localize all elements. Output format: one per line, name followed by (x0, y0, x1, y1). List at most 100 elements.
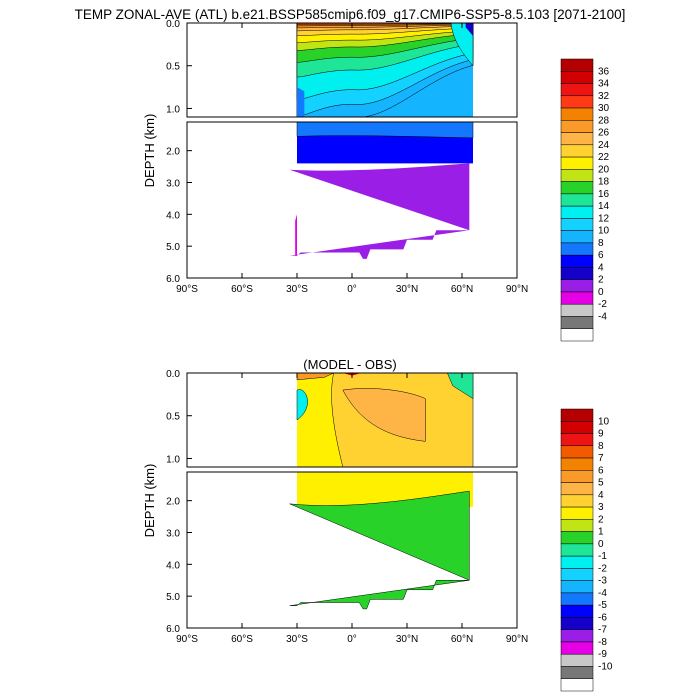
colorbar-label: -2 (598, 563, 607, 574)
colorbar-label: -7 (598, 625, 607, 636)
colorbar-label: 16 (598, 189, 610, 200)
y-tick-label: 6.0 (166, 624, 180, 635)
colorbar-swatch (560, 592, 594, 606)
colorbar-swatch (560, 230, 594, 244)
y-tick-label: 0.5 (166, 412, 180, 423)
colorbar-label: 12 (598, 213, 610, 224)
colorbar-label: -1 (598, 551, 607, 562)
colorbar-swatch (560, 156, 594, 170)
colorbar-swatch (560, 169, 594, 182)
colorbar-label: 32 (598, 91, 610, 102)
colorbar-label: 18 (598, 177, 610, 188)
y-tick-label: 0.0 (166, 19, 180, 30)
lower-field (289, 122, 474, 259)
colorbar-swatch (560, 543, 594, 557)
x-tick-label: 30°N (396, 284, 418, 295)
field-contour (342, 388, 426, 442)
colorbar-swatch (560, 303, 594, 317)
x-tick-label: 60°S (231, 284, 253, 295)
colorbar-swatch (560, 58, 594, 72)
colorbar-label: -6 (598, 612, 607, 623)
colorbar-swatch (560, 666, 594, 679)
colorbar-swatch (560, 267, 594, 280)
colorbar-swatch (560, 653, 594, 667)
colorbar-label: 2 (598, 514, 604, 525)
colorbar-label: -4 (598, 588, 607, 599)
field-band (289, 490, 470, 610)
colorbar-swatch (560, 408, 594, 422)
colorbar-swatch (560, 482, 594, 496)
colorbar-label: -10 (598, 661, 613, 672)
x-tick-label: 60°S (231, 634, 253, 645)
x-tick-label: 0° (347, 284, 357, 295)
x-tick-label: 30°S (286, 284, 308, 295)
colorbar-label: 30 (598, 103, 610, 114)
colorbar-label: 10 (598, 416, 610, 427)
y-tick-label: 3.0 (166, 178, 180, 189)
y-tick-label: 5.0 (166, 242, 180, 253)
colorbar-label: 1 (598, 527, 604, 538)
colorbar-swatch (560, 132, 594, 146)
colorbar-swatch (560, 71, 594, 84)
field-contour (295, 214, 297, 256)
x-tick-label: 0° (347, 634, 357, 645)
colorbar-swatch (560, 629, 594, 643)
colorbar-swatch (560, 107, 594, 121)
colorbar-label: 14 (598, 201, 610, 212)
y-tick-label: 2.0 (166, 147, 180, 158)
upper-field (296, 23, 474, 117)
colorbar-label: 9 (598, 429, 604, 440)
colorbar-swatch (560, 218, 594, 231)
y-tick-label: 4.0 (166, 210, 180, 221)
colorbar-label: 3 (598, 502, 604, 513)
colorbar-swatch (560, 193, 594, 207)
colorbar-swatch (560, 254, 594, 268)
colorbar-label: 8 (598, 441, 604, 452)
colorbar-swatch (560, 181, 594, 195)
x-tick-label: 90°S (176, 284, 198, 295)
colorbar-label: 2 (598, 275, 604, 286)
colorbar-swatch (560, 120, 594, 133)
colorbar-label: 7 (598, 453, 604, 464)
field-contour (450, 23, 474, 67)
colorbar-label: -5 (598, 600, 607, 611)
colorbar-swatch (560, 506, 594, 520)
y-tick-label: 0.0 (166, 369, 180, 380)
lower-field (289, 472, 473, 610)
colorbar-label: -9 (598, 649, 607, 660)
colorbar-swatch (560, 617, 594, 630)
y-tick-label: 2.0 (166, 497, 180, 508)
colorbar-label: -8 (598, 637, 607, 648)
colorbar-label: 28 (598, 115, 610, 126)
figure-title: TEMP ZONAL-AVE (ATL) b.e21.BSSP585cmip6.… (75, 7, 626, 22)
y-tick-label: 1.0 (166, 454, 180, 465)
field-contour (297, 87, 305, 117)
colorbar-label: 26 (598, 128, 610, 139)
colorbar-swatch (560, 291, 594, 305)
colorbar-swatch (560, 205, 594, 219)
colorbar-swatch (560, 95, 594, 109)
colorbar-swatch (560, 568, 594, 581)
y-tick-label: 1.0 (166, 104, 180, 115)
field-contour (447, 373, 474, 400)
colorbar-swatch (560, 316, 594, 329)
colorbar-swatch (560, 83, 594, 97)
colorbar-label: 8 (598, 238, 604, 249)
x-tick-label: 30°S (286, 634, 308, 645)
panel-title: (MODEL - OBS) (303, 357, 396, 372)
x-tick-label: 60°N (451, 634, 473, 645)
colorbar-swatch (560, 279, 594, 293)
y-tick-label: 6.0 (166, 274, 180, 285)
colorbar-label: -4 (598, 311, 607, 322)
y-axis-label: DEPTH (km) (142, 114, 157, 188)
colorbar-swatch (560, 494, 594, 508)
colorbar-swatch (560, 433, 594, 447)
colorbar-label: 10 (598, 226, 610, 237)
colorbar-swatch (560, 604, 594, 618)
colorbar-swatch (560, 641, 594, 655)
colorbar-swatch (560, 519, 594, 532)
colorbar-label: 34 (598, 79, 610, 90)
field-band (289, 163, 470, 259)
colorbar-swatch (560, 531, 594, 545)
colorbar-label: 6 (598, 250, 604, 261)
